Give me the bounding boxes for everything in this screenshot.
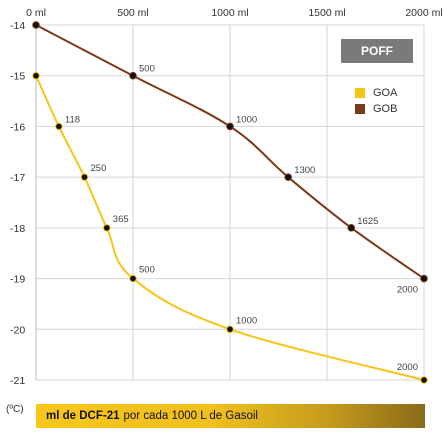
data-label-goa-1: 118: [65, 114, 80, 125]
legend-item-goa: GOA: [355, 85, 397, 101]
series-line-gob: [35, 24, 425, 280]
data-label-goa-4: 500: [139, 265, 155, 276]
data-point-gob-2: [226, 122, 234, 131]
x-tick-label-2: 1000 ml: [211, 7, 248, 19]
data-label-gob-1: 500: [139, 64, 155, 75]
data-point-goa-2: [80, 173, 89, 181]
data-point-gob-0: [32, 21, 40, 29]
x-tick-label-4: 2000 ml: [405, 7, 442, 19]
legend-label-gob: GOB: [373, 103, 398, 115]
banner-text: por cada 1000 L de Gasoil: [123, 410, 258, 422]
x-axis-banner: ml de DCF-21 por cada 1000 L de Gasoil: [36, 404, 425, 428]
data-label-gob-2: 1000: [236, 114, 257, 125]
y-tick-label-5: -19: [10, 274, 25, 286]
y-unit-label: (ºC): [6, 404, 24, 415]
data-point-goa-6: [420, 376, 428, 384]
legend-swatch-gob: [355, 104, 365, 114]
data-point-goa-5: [226, 325, 234, 334]
y-tick-label-0: -14: [10, 20, 25, 32]
data-point-gob-3: [284, 173, 293, 181]
legend-item-gob: GOB: [355, 101, 397, 117]
data-label-goa-6: 2000: [397, 362, 418, 373]
y-tick-label-1: -15: [10, 71, 25, 83]
data-label-gob-3: 1300: [294, 165, 315, 176]
series-line-goa: [35, 75, 425, 381]
poff-badge: POFF: [341, 39, 413, 63]
data-label-gob-5: 2000: [397, 285, 418, 296]
x-tick-label-0: 0 ml: [26, 7, 46, 19]
x-tick-label-1: 500 ml: [117, 7, 149, 19]
data-point-gob-5: [420, 274, 428, 283]
data-label-goa-2: 250: [91, 163, 107, 174]
data-label-goa-3: 365: [113, 214, 129, 225]
data-label-goa-5: 1000: [236, 315, 257, 326]
data-point-goa-0: [32, 71, 40, 80]
y-tick-label-7: -21: [10, 375, 25, 387]
data-point-goa-1: [55, 122, 63, 131]
data-point-goa-4: [129, 274, 137, 283]
legend-label-goa: GOA: [373, 87, 398, 99]
y-tick-label-4: -18: [10, 223, 25, 235]
data-point-gob-4: [347, 224, 356, 232]
x-tick-label-3: 1500 ml: [308, 7, 345, 19]
legend-swatch-goa: [355, 88, 365, 98]
data-point-goa-3: [103, 224, 111, 232]
banner-bold-text: ml de DCF-21: [46, 410, 120, 422]
y-tick-label-2: -16: [10, 121, 25, 133]
data-label-gob-4: 1625: [357, 216, 378, 227]
y-tick-label-3: -17: [10, 172, 25, 184]
legend: GOA GOB: [355, 85, 397, 117]
y-tick-label-6: -20: [10, 324, 25, 336]
data-point-gob-1: [129, 71, 137, 80]
